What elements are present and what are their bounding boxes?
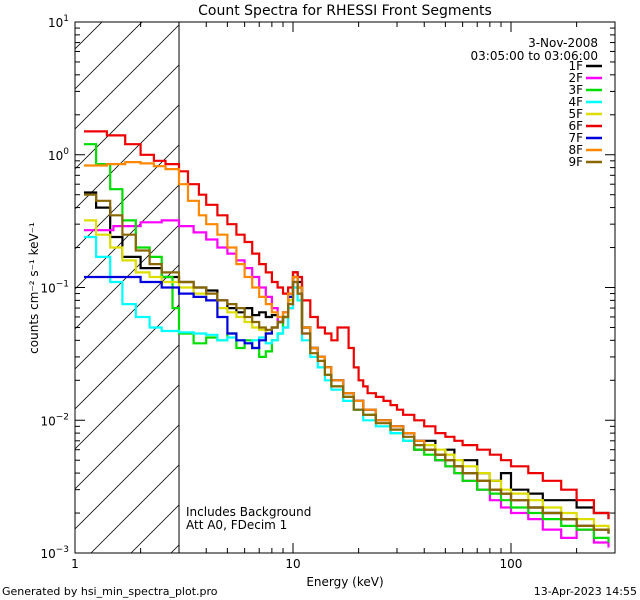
legend-label-6F: 6F (568, 119, 583, 133)
axis-ticks (74, 21, 616, 554)
y-axis-label: counts cm⁻² s⁻¹ keV⁻¹ (27, 222, 41, 354)
y-tick-label: 10−3 (40, 545, 69, 561)
legend-label-8F: 8F (568, 143, 583, 157)
legend-label-4F: 4F (568, 95, 583, 109)
y-tick-label: 10−1 (40, 280, 69, 296)
x-tick-labels: 1 10 100 (71, 557, 522, 571)
x-tick-label: 10 (285, 557, 300, 571)
hatch-line (75, 22, 143, 90)
hatched-region (75, 22, 180, 553)
legend-label-5F: 5F (568, 107, 583, 121)
annotation-background: Includes Background (186, 505, 311, 519)
y-tick-label: 10−2 (40, 412, 69, 428)
legend-label-3F: 3F (568, 83, 583, 97)
series-line-9F (84, 193, 610, 534)
legend-label-7F: 7F (568, 131, 583, 145)
y-tick-labels: 10−3 10−2 10−1 100 101 (40, 14, 69, 561)
y-tick-label: 101 (48, 14, 69, 30)
x-axis-label: Energy (keV) (306, 575, 383, 589)
legend-time-range: 03:05:00 to 03:06:00 (471, 49, 598, 63)
hatch-line (75, 424, 180, 530)
hatch-line (75, 184, 180, 290)
legend-date: 3-Nov-2008 (528, 36, 598, 50)
footer-timestamp: 13-Apr-2023 14:55 (534, 585, 637, 598)
x-tick-label: 1 (71, 557, 79, 571)
chart-title: Count Spectra for RHESSI Front Segments (198, 3, 492, 19)
legend-label-9F: 9F (568, 155, 583, 169)
footer-generated-by: Generated by hsi_min_spectra_plot.pro (2, 585, 218, 598)
hatch-line (75, 24, 180, 130)
x-tick-label: 100 (500, 557, 523, 571)
series-group (84, 130, 610, 548)
legend-label-1F: 1F (568, 59, 583, 73)
hatch-line (75, 224, 180, 330)
series-line-6F (84, 130, 610, 520)
y-tick-label: 100 (48, 147, 69, 163)
legend-label-2F: 2F (568, 71, 583, 85)
annotation-attenuator: Att A0, FDecim 1 (186, 518, 287, 532)
hatch-line (75, 384, 180, 490)
